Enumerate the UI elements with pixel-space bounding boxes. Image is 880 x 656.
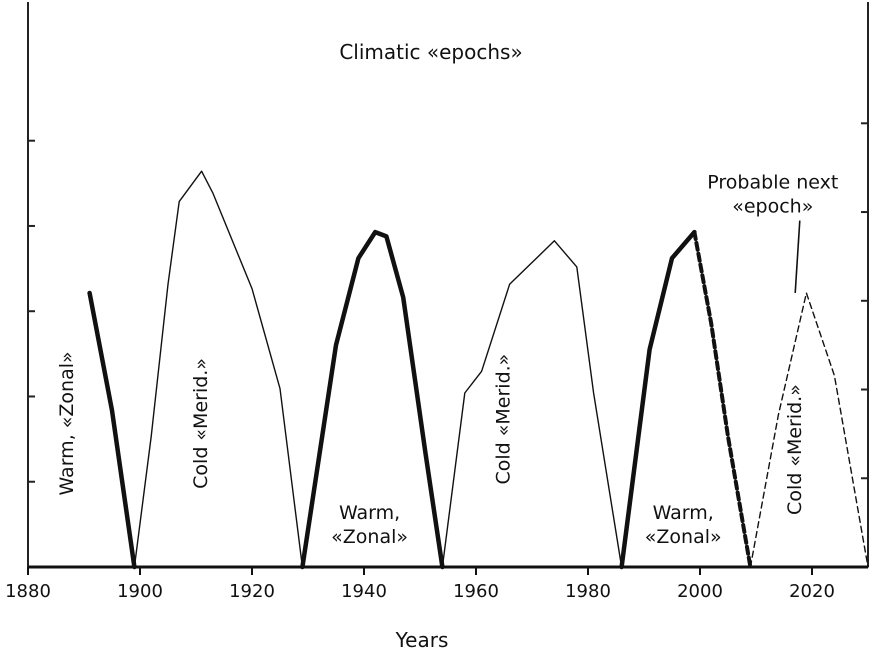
annotation-layer: Warm, «Zonal» Cold «Merid.»Warm, «Zonal»Co…	[56, 172, 839, 549]
annotation-3: Warm, «Zonal»	[331, 502, 408, 548]
annotation-5-line: «Zonal»	[645, 526, 722, 548]
epoch-curve-7	[749, 292, 869, 568]
epoch-curve-3	[300, 229, 445, 570]
annotation-1: Warm, «Zonal»	[56, 351, 78, 495]
chart-title: Climatic «epochs»	[339, 40, 522, 64]
epoch-curve-1	[87, 290, 137, 570]
annotation-7-line: Probable next	[707, 172, 838, 194]
series-layer	[87, 170, 869, 570]
annotation-7: Probable next «epoch»	[707, 172, 838, 218]
annotation-2: Cold «Merid.»	[190, 358, 212, 489]
y-ticks-right	[861, 122, 868, 480]
annotation-5-line: Warm,	[653, 502, 714, 524]
epoch-curve-2	[133, 170, 304, 568]
y-ticks-left	[28, 139, 35, 483]
x-axis-label: Years	[395, 628, 449, 652]
epoch-curve-6	[692, 230, 753, 569]
annotation-3-line: Warm,	[339, 502, 400, 524]
epoch-curve-5	[619, 229, 697, 570]
annotation-7-line: «epoch»	[732, 196, 813, 218]
x-tick-label: 2000	[677, 581, 723, 602]
x-axis-ticks: 1880 1900 1920 1940 1960 1980 2000 2020	[5, 567, 835, 602]
x-tick-label: 1960	[453, 581, 499, 602]
x-tick-label: 1940	[341, 581, 387, 602]
plot-frame	[27, 2, 869, 569]
x-tick-label: 1980	[565, 581, 611, 602]
x-tick-label: 1880	[5, 581, 51, 602]
annotation-4: Cold «Merid.»	[493, 354, 515, 485]
annotation-5: Warm, «Zonal»	[645, 502, 722, 548]
annotation-pointer-line	[794, 220, 801, 294]
x-tick-label: 2020	[789, 581, 835, 602]
x-tick-label: 1900	[117, 581, 163, 602]
x-tick-label: 1920	[229, 581, 275, 602]
epoch-curve-4	[441, 240, 623, 568]
annotation-6: Cold «Merid.»	[784, 384, 806, 515]
annotation-3-line: «Zonal»	[331, 526, 408, 548]
